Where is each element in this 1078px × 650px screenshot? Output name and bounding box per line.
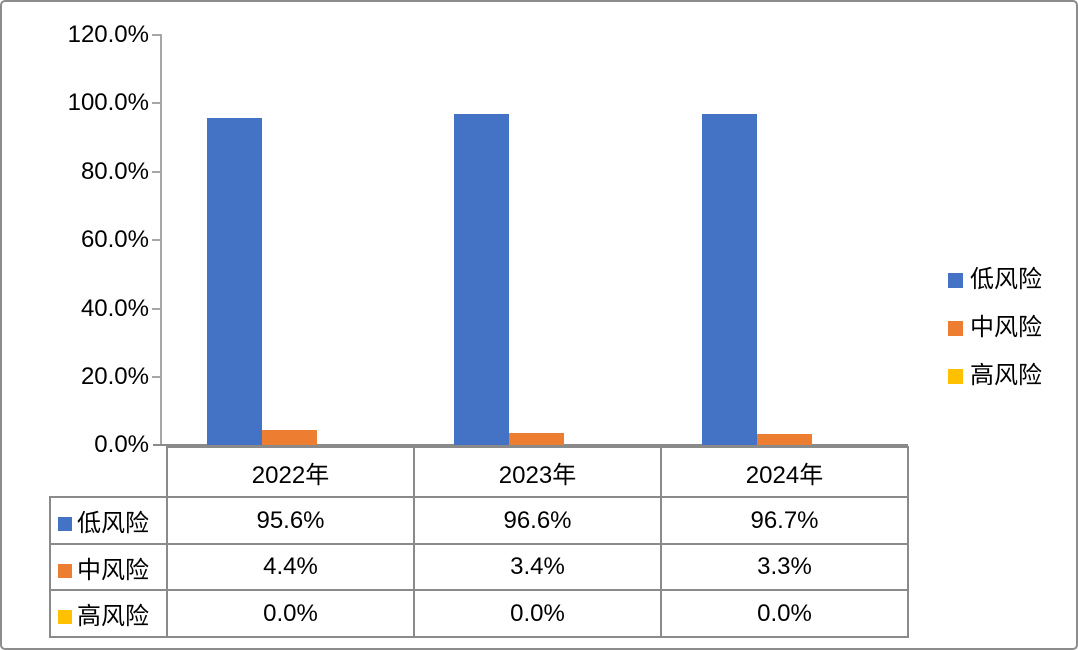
y-axis-tick-label: 40.0%	[80, 295, 149, 322]
y-axis-tick	[152, 239, 161, 241]
table-value-cell: 0.0%	[166, 589, 415, 638]
bar-group-2022	[207, 34, 372, 445]
table-value-cell: 3.4%	[413, 543, 662, 591]
series-key-icon	[58, 610, 72, 624]
table-row-label-mid-risk: 中风险	[49, 543, 168, 591]
table-value-cell: 96.6%	[413, 496, 662, 545]
bar-low-risk	[207, 117, 262, 445]
bar-low-risk	[702, 113, 757, 445]
legend-item-low-risk: 低风险	[948, 268, 1042, 292]
legend-label: 低风险	[970, 266, 1042, 293]
data-table: 2022年 2023年 2024年 低风险 95.6% 96.6% 96.7% …	[49, 446, 909, 638]
table-value-cell: 0.0%	[660, 589, 909, 638]
table-header-year: 2023年	[413, 446, 662, 498]
table-header-year: 2024年	[660, 446, 909, 498]
table-value-cell: 0.0%	[413, 589, 662, 638]
bar-group-2024	[702, 34, 867, 445]
legend-swatch-icon	[948, 320, 963, 336]
bar-mid-risk	[757, 433, 812, 445]
legend-label: 高风险	[970, 362, 1042, 389]
table-row: 高风险 0.0% 0.0% 0.0%	[49, 589, 909, 638]
legend: 低风险 中风险 高风险	[948, 268, 1042, 388]
y-axis-tick	[152, 171, 161, 173]
y-axis-tick	[152, 34, 161, 36]
bar-mid-risk	[262, 429, 317, 445]
table-row-label-high-risk: 高风险	[49, 589, 168, 638]
legend-swatch-icon	[948, 368, 963, 384]
y-axis-tick-label: 60.0%	[80, 226, 149, 253]
y-axis-line	[160, 34, 162, 446]
y-axis-tick	[152, 376, 161, 378]
table-value-cell: 3.3%	[660, 543, 909, 591]
x-axis-line	[153, 444, 908, 446]
bar-mid-risk	[509, 433, 564, 445]
y-axis-tick-label: 0.0%	[94, 431, 149, 458]
table-row: 中风险 4.4% 3.4% 3.3%	[49, 543, 909, 591]
legend-swatch-icon	[948, 272, 963, 288]
y-axis-tick-label: 20.0%	[80, 363, 149, 390]
y-axis-tick-label: 80.0%	[80, 158, 149, 185]
bar-low-risk	[454, 114, 509, 445]
bar-group-2023	[454, 34, 619, 445]
series-key-icon	[58, 563, 72, 578]
y-axis-tick	[152, 308, 161, 310]
legend-item-high-risk: 高风险	[948, 364, 1042, 388]
table-row-label-low-risk: 低风险	[49, 496, 168, 545]
table-value-cell: 96.7%	[660, 496, 909, 545]
table-value-cell: 95.6%	[166, 496, 415, 545]
y-axis-tick-label: 100.0%	[67, 89, 149, 116]
legend-item-mid-risk: 中风险	[948, 316, 1042, 340]
y-axis-tick-label: 120.0%	[67, 21, 149, 48]
table-row: 低风险 95.6% 96.6% 96.7%	[49, 496, 909, 545]
table-value-cell: 4.4%	[166, 543, 415, 591]
y-axis-tick	[152, 102, 161, 104]
legend-label: 中风险	[970, 314, 1042, 341]
table-header-year: 2022年	[166, 446, 415, 498]
table-blank-cell	[50, 447, 167, 497]
series-key-icon	[58, 517, 72, 531]
